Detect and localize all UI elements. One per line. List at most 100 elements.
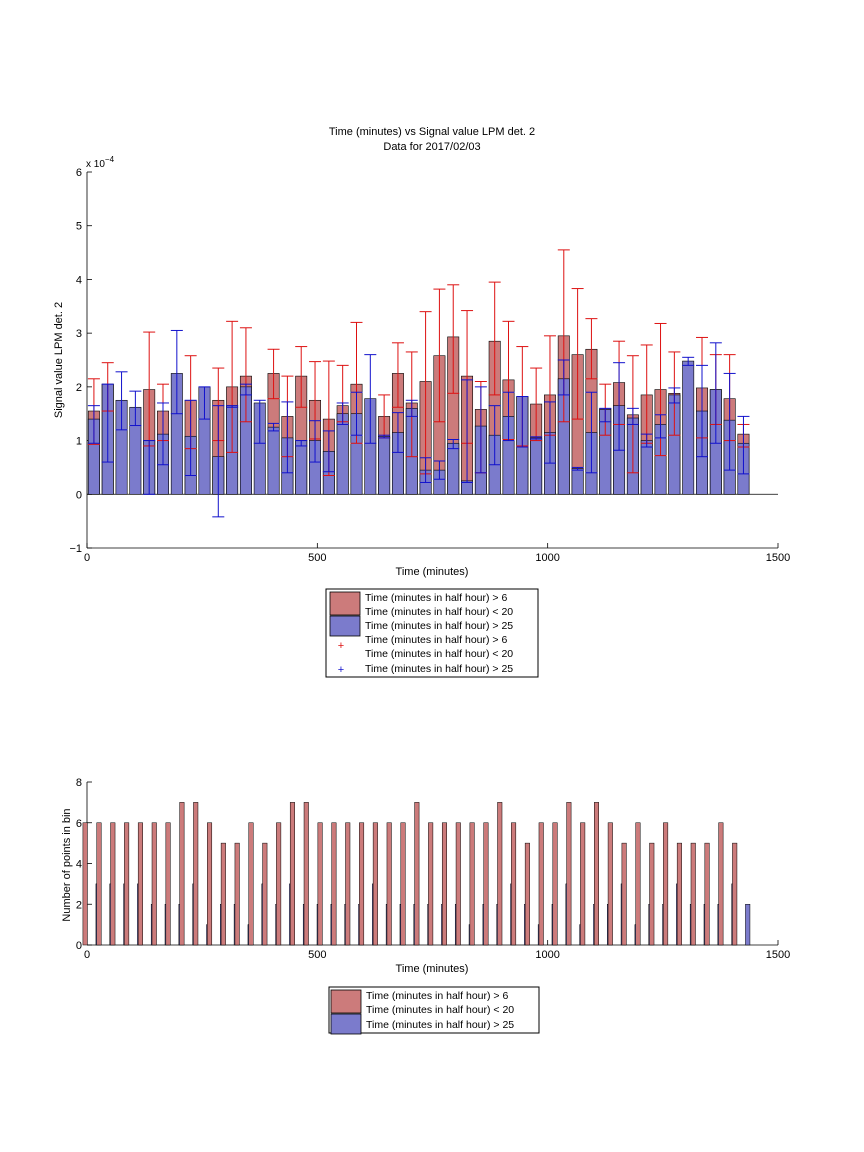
legend-box [325, 588, 539, 678]
legend-label: Time (minutes in half hour) > 6 [366, 990, 508, 1002]
count-bar-red [331, 822, 337, 946]
count-bar-red [289, 802, 295, 946]
legend-swatch-blue-bar [330, 1013, 362, 1035]
count-bar-red [414, 802, 420, 946]
y-tick-label: 2 [76, 899, 82, 911]
count-bar-red [248, 822, 254, 946]
y-tick-label: 4 [76, 859, 82, 871]
count-bar-red [649, 842, 655, 946]
count-bar-red [455, 822, 461, 946]
count-bar-red [538, 822, 544, 946]
bar-blue [530, 437, 543, 495]
count-bar-red [428, 822, 434, 946]
y-tick-label: 0 [76, 489, 82, 501]
y-tick-label: 0 [76, 940, 82, 952]
legend-label: Time (minutes in half hour) < 20 [366, 1004, 514, 1016]
count-bar-red [732, 842, 738, 946]
bar-blue [682, 360, 695, 495]
y-tick-label: 6 [76, 167, 82, 179]
y-axis-label: Number of points in bin [61, 808, 73, 921]
count-chart: Number of points in bin Time (minutes) 0… [61, 777, 790, 1035]
y-axis-label: Signal value LPM det. 2 [53, 302, 65, 418]
count-bar-red [151, 822, 157, 946]
y-tick-label: 5 [76, 221, 82, 233]
count-bar-red [317, 822, 323, 946]
count-bar-red [663, 822, 669, 946]
count-bar-red [676, 842, 682, 946]
count-bar-red [386, 822, 392, 946]
x-tick-label: 500 [308, 552, 326, 564]
bar-blue [267, 426, 280, 495]
count-bar-red [303, 802, 309, 946]
x-tick-label: 0 [84, 949, 90, 961]
signal-chart: Time (minutes) vs Signal value LPM det. … [53, 126, 790, 678]
count-bar-red [234, 842, 240, 946]
y-exponent: x 10−4 [86, 155, 115, 170]
count-bar-red [524, 842, 530, 946]
y-tick-label: 6 [76, 818, 82, 830]
x-axis-label: Time (minutes) [396, 963, 469, 975]
x-tick-label: 500 [308, 949, 326, 961]
count-bar-red [262, 842, 268, 946]
count-bar-red [552, 822, 558, 946]
count-bar-red [441, 822, 447, 946]
legend-label: Time (minutes in half hour) > 6 [365, 634, 507, 646]
x-tick-label: 1000 [535, 552, 559, 564]
legend-label: Time (minutes in half hour) < 20 [365, 648, 513, 660]
legend: Time (minutes in half hour) > 6 Time (mi… [328, 986, 540, 1035]
y-tick-label: 3 [76, 328, 82, 340]
count-bar-red [207, 822, 213, 946]
legend-label: Time (minutes in half hour) > 25 [365, 620, 513, 632]
count-bar-red [635, 822, 641, 946]
x-axis-label: Time (minutes) [396, 566, 469, 578]
legend-swatch-red-bar [329, 591, 361, 616]
count-bar-red [400, 822, 406, 946]
count-bar-red [110, 822, 116, 946]
y-tick-label: 4 [76, 274, 82, 286]
bar-blue [640, 440, 653, 495]
count-bar-red [469, 822, 475, 946]
count-bar-red [690, 842, 696, 946]
x-tick-label: 0 [84, 552, 90, 564]
count-bar-red [511, 822, 517, 946]
bar-blue [571, 468, 584, 495]
count-bar-red [718, 822, 724, 946]
legend-marker-red-err: + [338, 640, 344, 652]
x-tick-label: 1000 [535, 949, 559, 961]
count-bar-red [137, 822, 143, 946]
count-bar-red [497, 802, 503, 946]
count-bar-red [345, 822, 351, 946]
x-tick-label: 1500 [766, 552, 790, 564]
count-bar-red [82, 822, 88, 946]
count-bar-red [607, 822, 613, 946]
count-bar-red [594, 802, 599, 946]
legend-label: Time (minutes in half hour) > 6 [365, 592, 507, 604]
count-bar-red [193, 802, 199, 946]
legend-swatch-red-bar [330, 989, 362, 1014]
count-bar-red [179, 802, 185, 946]
count-bar-red [704, 842, 710, 946]
y-tick-label: −1 [69, 543, 82, 555]
count-bar-red [372, 822, 378, 946]
plot-area: 0 500 1000 1500 0 2 4 6 8 [76, 777, 790, 961]
count-bar-red [580, 822, 586, 946]
chart-subtitle: Data for 2017/02/03 [383, 141, 480, 153]
bar-blue [336, 413, 349, 495]
count-bar-red [96, 822, 102, 946]
legend-label: Time (minutes in half hour) > 25 [366, 1019, 514, 1031]
count-bar-red [621, 842, 627, 946]
count-bar-blue [745, 904, 751, 946]
legend-marker-blue-err: + [338, 664, 344, 676]
count-bar-red [276, 822, 282, 946]
legend-swatch-blue-bar [329, 615, 361, 637]
count-bar-red [483, 822, 489, 946]
bar-blue [378, 435, 391, 495]
count-bar-red [359, 822, 365, 946]
count-bar-red [165, 822, 171, 946]
y-tick-label: 1 [76, 436, 82, 448]
chart-title: Time (minutes) vs Signal value LPM det. … [329, 126, 535, 138]
count-bar-red [220, 842, 226, 946]
bar-blue [295, 440, 308, 495]
